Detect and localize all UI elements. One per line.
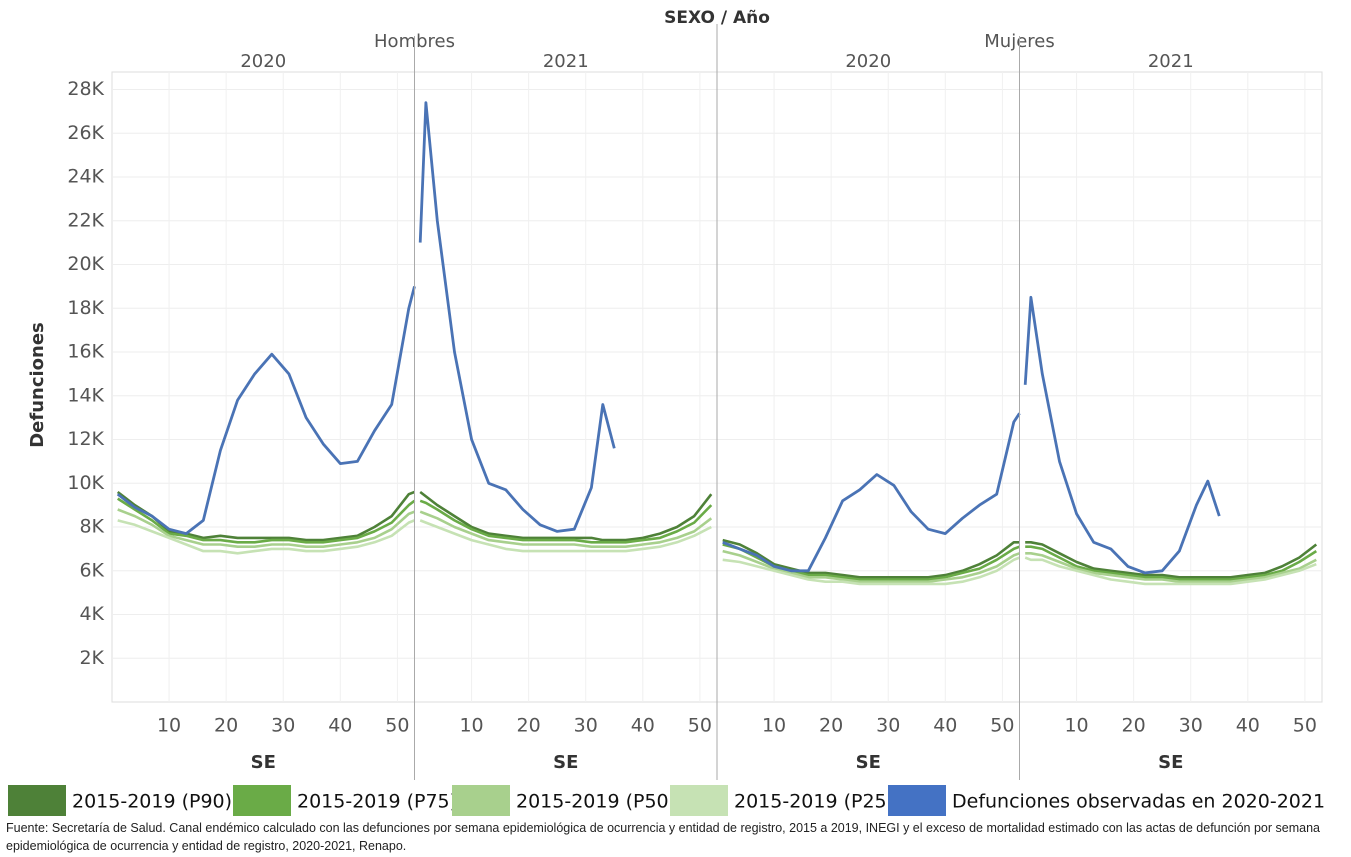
series-line <box>1023 295 1221 575</box>
series-line <box>116 490 415 542</box>
legend-swatch <box>670 785 728 816</box>
y-tick-label: 2K <box>79 647 104 669</box>
x-tick-label: 20 <box>1122 715 1146 737</box>
y-tick-label: 16K <box>67 341 104 363</box>
x-axis-label: SE <box>856 752 881 773</box>
x-tick-label: 10 <box>459 715 483 737</box>
series-line <box>117 519 415 555</box>
series-line <box>419 519 712 553</box>
series-line <box>419 510 713 548</box>
series-line <box>722 538 1020 579</box>
y-tick-label: 26K <box>67 122 104 144</box>
y-tick-label: 14K <box>67 384 104 406</box>
legend-label: Defunciones observadas en 2020-2021 <box>952 791 1325 813</box>
x-axis-label: SE <box>251 752 276 773</box>
legend-label: 2015-2019 (P90) <box>72 791 232 813</box>
series-line <box>116 286 416 535</box>
chart: SEXO / Año Defunciones 2K 4K 6K 8K 10K 12K 14K… <box>8 8 1325 816</box>
y-tick-label: 24K <box>67 166 104 188</box>
series-line <box>1025 545 1317 581</box>
legend-swatch <box>233 785 291 816</box>
legend-swatch <box>888 785 946 816</box>
y-tick-label: 18K <box>67 297 104 319</box>
x-tick-label: 10 <box>762 715 786 737</box>
x-tick-label: 40 <box>933 715 957 737</box>
x-axis-label: SE <box>553 752 578 773</box>
series-line <box>1024 556 1317 586</box>
legend-swatch <box>8 785 66 816</box>
y-tick-label: 4K <box>79 603 104 625</box>
legend-label: 2015-2019 (P75) <box>297 791 457 813</box>
x-tick-label: 20 <box>517 715 541 737</box>
x-tick-label: 30 <box>574 715 598 737</box>
series-line <box>722 549 1020 583</box>
series-line <box>419 499 713 544</box>
source-note: Fuente: Secretaría de Salud. Canal endém… <box>6 821 1320 853</box>
x-tick-label: 20 <box>214 715 238 737</box>
x-tick-label: 40 <box>631 715 655 737</box>
x-tick-label: 30 <box>1179 715 1203 737</box>
year-label: 2020 <box>845 51 891 72</box>
legend-label: 2015-2019 (P25) <box>734 791 894 813</box>
series-line <box>1025 541 1318 579</box>
series-line <box>419 490 713 542</box>
x-axis-label: SE <box>1158 752 1183 773</box>
x-tick-label: 50 <box>990 715 1014 737</box>
x-tick-label: 20 <box>819 715 843 737</box>
y-tick-label: 28K <box>67 78 104 100</box>
x-tick-label: 50 <box>385 715 409 737</box>
y-tick-label: 8K <box>79 516 104 538</box>
x-tick-label: 10 <box>1064 715 1088 737</box>
year-label: 2020 <box>240 51 286 72</box>
x-tick-label: 40 <box>328 715 352 737</box>
series-line <box>1025 552 1317 583</box>
year-label: 2021 <box>543 51 589 72</box>
series-line <box>722 412 1021 573</box>
x-tick-label: 30 <box>271 715 295 737</box>
x-tick-label: 10 <box>157 715 181 737</box>
y-axis-label: Defunciones <box>27 322 48 448</box>
year-label: 2021 <box>1148 51 1194 72</box>
legend-label: 2015-2019 (P50) <box>516 791 676 813</box>
y-tick-label: 20K <box>67 253 104 275</box>
y-tick-label: 22K <box>67 209 104 231</box>
series-line <box>117 497 416 544</box>
y-tick-label: 12K <box>67 428 104 450</box>
y-tick-label: 10K <box>67 472 104 494</box>
series-line <box>418 101 616 533</box>
chart-title: SEXO / Año <box>664 8 770 28</box>
x-tick-label: 50 <box>688 715 712 737</box>
x-tick-label: 50 <box>1293 715 1317 737</box>
x-tick-label: 30 <box>876 715 900 737</box>
series-line <box>722 556 1020 586</box>
y-tick-label: 6K <box>79 559 104 581</box>
x-tick-label: 40 <box>1236 715 1260 737</box>
series-line <box>117 508 415 548</box>
legend-swatch <box>452 785 510 816</box>
